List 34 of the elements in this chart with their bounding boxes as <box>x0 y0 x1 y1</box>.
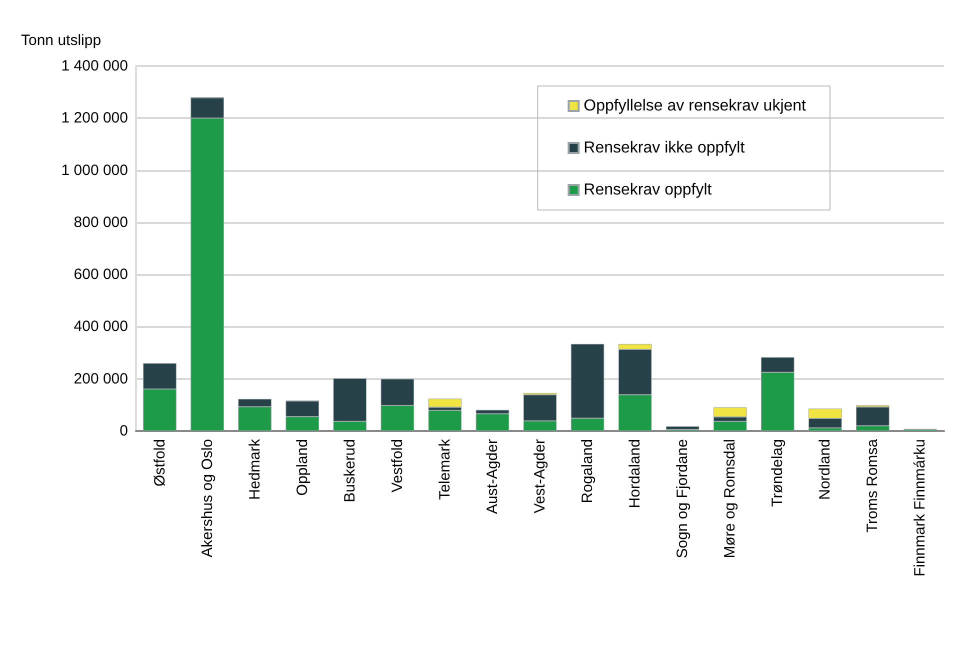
y-tick-label: 0 <box>120 422 128 440</box>
x-tick-label: Rogaland <box>579 439 596 504</box>
bar <box>428 398 462 408</box>
y-axis-title: Tonn utslipp <box>21 32 102 49</box>
x-tick-label: Finnmark Finnmárku <box>912 439 929 577</box>
x-tick-label: Møre og Romsdal <box>722 439 739 558</box>
x-tick-label: Troms Romsa <box>864 438 882 533</box>
x-tick-label: Hedmark <box>246 438 264 500</box>
y-tick-label: 1 200 000 <box>61 110 128 127</box>
x-tick-label: Buskerud <box>341 439 358 502</box>
legend-label: Rensekrav oppfylt <box>584 182 712 198</box>
legend-label: Oppfyllelse av rensekrav ukjent <box>584 98 807 114</box>
y-tick-label: 1 400 000 <box>61 58 128 74</box>
x-tick-label: Akershus og Oslo <box>198 439 216 558</box>
x-tick-label: Trøndelag <box>769 439 786 507</box>
x-tick-label: Nordland <box>816 439 834 500</box>
x-tick-label: Oppland <box>294 439 311 496</box>
bar <box>476 414 510 431</box>
x-tick-label: Aust-Agder <box>484 439 501 514</box>
bar <box>666 426 700 430</box>
y-tick-label: 800 000 <box>74 214 128 231</box>
bar <box>428 410 462 431</box>
x-tick-label: Vest-Agder <box>532 439 548 514</box>
x-tick-label: Vestfold <box>388 439 406 492</box>
bar <box>713 421 747 431</box>
x-tick-label: Hordaland <box>626 439 644 508</box>
y-tick-label: 200 000 <box>74 370 128 388</box>
y-tick-label: 400 000 <box>74 318 128 336</box>
y-tick-label: 1 000 000 <box>61 162 128 179</box>
x-tick-label: Telemark <box>436 438 454 500</box>
x-tick-label: Østfold <box>151 439 168 487</box>
y-tick-label: 600 000 <box>74 266 128 284</box>
legend-label: Rensekrav ikke oppfylt <box>584 140 746 156</box>
x-tick-label: Sogn og Fjordane <box>674 439 692 558</box>
